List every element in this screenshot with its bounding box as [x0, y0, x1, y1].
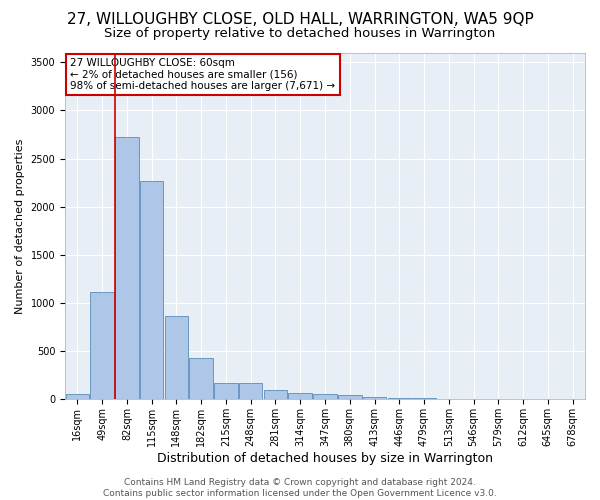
Bar	[190, 358, 213, 400]
Bar	[313, 394, 337, 400]
Bar	[65, 394, 89, 400]
Bar	[214, 382, 238, 400]
Bar	[363, 396, 386, 400]
Text: Size of property relative to detached houses in Warrington: Size of property relative to detached ho…	[104, 28, 496, 40]
X-axis label: Distribution of detached houses by size in Warrington: Distribution of detached houses by size …	[157, 452, 493, 465]
Bar	[264, 390, 287, 400]
Text: 27 WILLOUGHBY CLOSE: 60sqm
← 2% of detached houses are smaller (156)
98% of semi: 27 WILLOUGHBY CLOSE: 60sqm ← 2% of detac…	[70, 58, 335, 91]
Bar	[140, 180, 163, 400]
Bar	[289, 392, 312, 400]
Bar	[338, 395, 362, 400]
Bar	[115, 138, 139, 400]
Bar	[239, 383, 262, 400]
Bar	[91, 292, 114, 400]
Text: 27, WILLOUGHBY CLOSE, OLD HALL, WARRINGTON, WA5 9QP: 27, WILLOUGHBY CLOSE, OLD HALL, WARRINGT…	[67, 12, 533, 28]
Text: Contains HM Land Registry data © Crown copyright and database right 2024.
Contai: Contains HM Land Registry data © Crown c…	[103, 478, 497, 498]
Bar	[164, 316, 188, 400]
Y-axis label: Number of detached properties: Number of detached properties	[15, 138, 25, 314]
Bar	[388, 398, 411, 400]
Bar	[412, 398, 436, 400]
